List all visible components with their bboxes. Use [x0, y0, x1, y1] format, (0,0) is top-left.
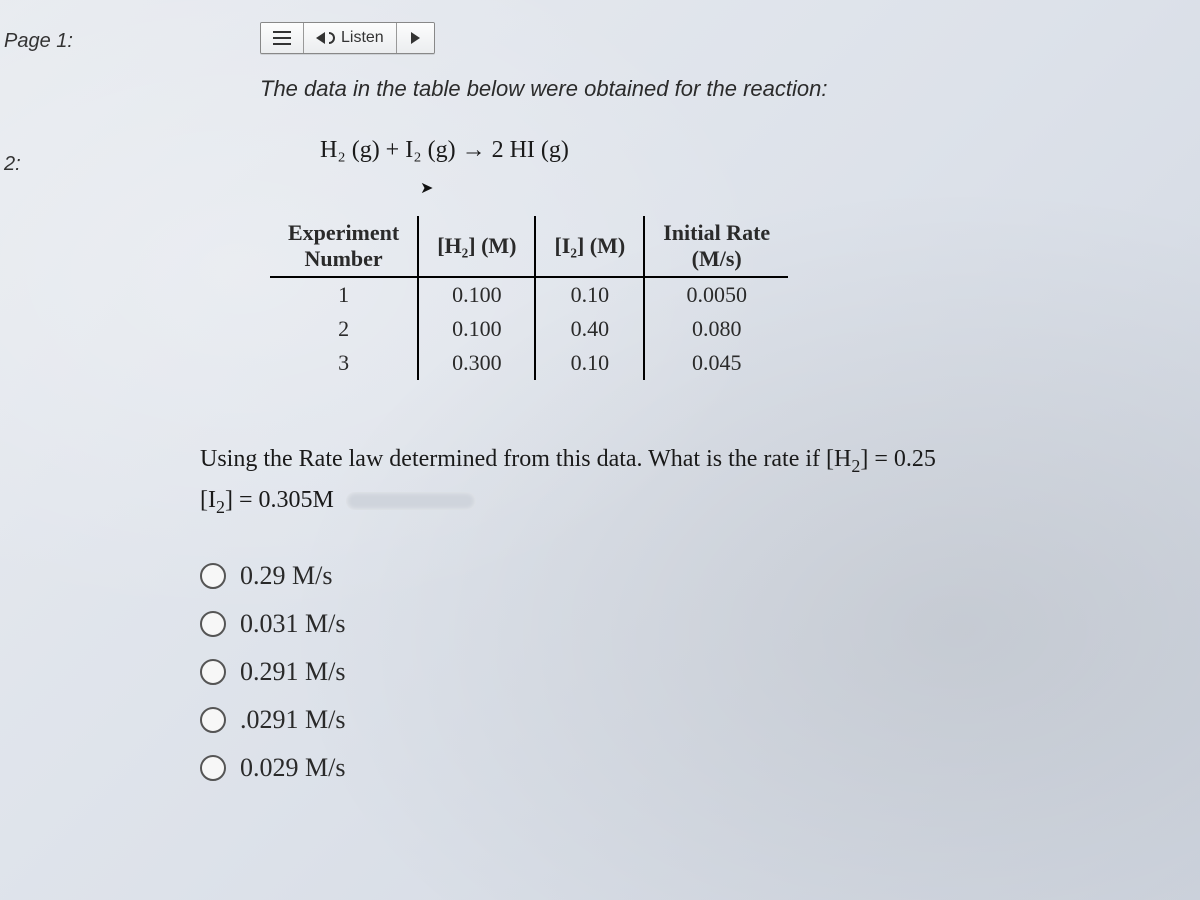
audio-toolbar: Listen	[260, 22, 435, 54]
page-2-label[interactable]: 2:	[0, 153, 73, 176]
radio-icon	[200, 707, 226, 733]
page-nav: Page 1: 2:	[0, 30, 73, 176]
intro-text: The data in the table below were obtaine…	[260, 76, 1190, 102]
option-5[interactable]: 0.029 M/s	[200, 753, 1190, 783]
option-3[interactable]: 0.291 M/s	[200, 657, 1190, 687]
option-label: .0291 M/s	[240, 705, 345, 735]
sound-icon	[329, 32, 335, 44]
table-row: 1 0.100 0.10 0.0050	[270, 277, 788, 312]
option-label: 0.291 M/s	[240, 657, 345, 687]
radio-icon	[200, 755, 226, 781]
data-table: Experiment Number [H₂] (M) [I₂] (M) Init…	[270, 216, 788, 380]
play-icon	[411, 32, 420, 44]
answer-options: 0.29 M/s 0.031 M/s 0.291 M/s .0291 M/s 0…	[200, 561, 1190, 783]
option-1[interactable]: 0.29 M/s	[200, 561, 1190, 591]
table-row: 2 0.100 0.40 0.080	[270, 312, 788, 346]
speaker-icon	[316, 32, 325, 44]
table-row: 3 0.300 0.10 0.045	[270, 346, 788, 380]
option-label: 0.031 M/s	[240, 609, 345, 639]
play-button[interactable]	[397, 23, 434, 53]
listen-button[interactable]: Listen	[304, 23, 397, 53]
radio-icon	[200, 659, 226, 685]
listen-label: Listen	[341, 29, 384, 47]
hamburger-icon	[273, 31, 291, 45]
col-h2: [H₂] (M)	[418, 216, 535, 277]
menu-button[interactable]	[261, 23, 304, 53]
option-label: 0.29 M/s	[240, 561, 332, 591]
reaction-equation: H₂ (g) + I₂ (g) → 2 HI (g)	[320, 137, 1190, 164]
question-text: Using the Rate law determined from this …	[200, 440, 1190, 521]
option-4[interactable]: .0291 M/s	[200, 705, 1190, 735]
col-exp: Experiment Number	[270, 216, 418, 277]
cursor-icon: ➤	[420, 178, 1190, 198]
question-content: Listen The data in the table below were …	[200, 20, 1190, 783]
radio-icon	[200, 563, 226, 589]
option-label: 0.029 M/s	[240, 753, 345, 783]
col-rate: Initial Rate (M/s)	[644, 216, 788, 277]
erased-region	[346, 492, 476, 510]
radio-icon	[200, 611, 226, 637]
col-i2: [I₂] (M)	[535, 216, 644, 277]
page-1-label[interactable]: Page 1:	[0, 30, 73, 53]
option-2[interactable]: 0.031 M/s	[200, 609, 1190, 639]
